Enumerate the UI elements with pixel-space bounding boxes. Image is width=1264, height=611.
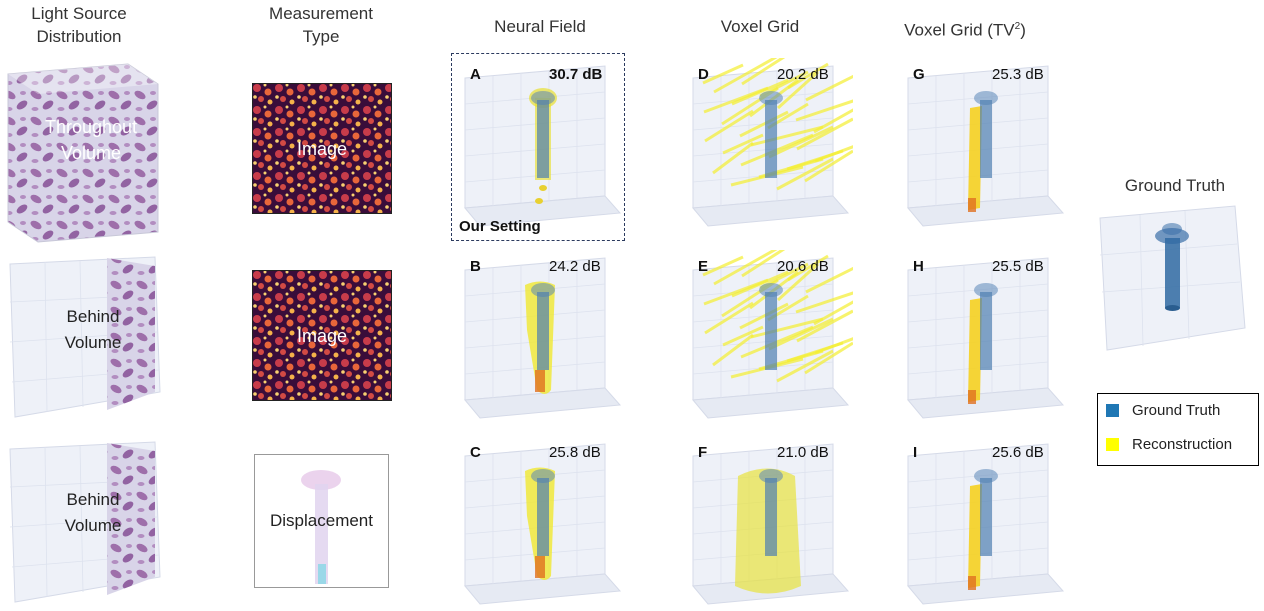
legend-reconstruction-swatch — [1106, 438, 1119, 451]
header-voxel-grid: Voxel Grid — [720, 17, 800, 36]
header-neural-field: Neural Field — [494, 17, 586, 36]
our-setting-frame — [451, 53, 625, 241]
header-measurement-type: Measurement Type — [269, 4, 373, 46]
legend-ground-truth-swatch — [1106, 404, 1119, 417]
panel-letter: F — [698, 444, 708, 461]
measurement-image-2: Image — [252, 270, 392, 401]
panel-letter: C — [470, 444, 481, 461]
panel-psnr: 25.8 dB — [549, 444, 601, 461]
light-source-throughout-volume: Throughout Volume — [3, 62, 163, 244]
light-source-behind-volume-1: Behind Volume — [5, 252, 165, 427]
panel-f: F 21.0 dB — [683, 436, 853, 611]
our-setting-label: Our Setting — [459, 218, 541, 235]
panel-b: B 24.2 dB — [455, 250, 625, 425]
panel-letter: A — [470, 66, 481, 83]
legend: Ground Truth Reconstruction — [1097, 393, 1259, 466]
panel-letter: H — [913, 258, 924, 275]
panel-psnr: 21.0 dB — [777, 444, 829, 461]
measurement-displacement: Displacement — [254, 454, 389, 588]
panel-letter: B — [470, 258, 481, 275]
measurement-image-1: Image — [252, 83, 392, 214]
legend-ground-truth: Ground Truth — [1106, 402, 1220, 419]
panel-letter: D — [698, 66, 709, 83]
panel-psnr: 30.7 dB — [549, 66, 603, 83]
panel-psnr: 20.2 dB — [777, 66, 829, 83]
panel-a: A 30.7 dB — [455, 58, 625, 233]
panel-h: H 25.5 dB — [898, 250, 1068, 425]
panel-c: C 25.8 dB — [455, 436, 625, 611]
panel-e: E 20.6 dB — [683, 250, 853, 425]
panel-psnr: 25.6 dB — [992, 444, 1044, 461]
panel-g: G 25.3 dB — [898, 58, 1068, 233]
legend-reconstruction: Reconstruction — [1106, 436, 1232, 453]
panel-psnr: 25.3 dB — [992, 66, 1044, 83]
header-ground-truth: Ground Truth — [1124, 176, 1226, 195]
panel-letter: I — [913, 444, 918, 461]
panel-letter: G — [913, 66, 925, 83]
panel-d: D 20.2 dB — [683, 58, 853, 233]
light-source-behind-volume-2: Behind Volume — [5, 437, 165, 609]
ground-truth-volume — [1095, 200, 1255, 360]
panel-psnr: 20.6 dB — [777, 258, 829, 275]
header-light-source: Light Source Distribution — [31, 4, 127, 46]
panel-i: I 25.6 dB — [898, 436, 1068, 611]
panel-psnr: 25.5 dB — [992, 258, 1044, 275]
panel-letter: E — [698, 258, 709, 275]
header-voxel-grid-tv2: Voxel Grid (TV2) — [904, 20, 1026, 40]
panel-psnr: 24.2 dB — [549, 258, 601, 275]
